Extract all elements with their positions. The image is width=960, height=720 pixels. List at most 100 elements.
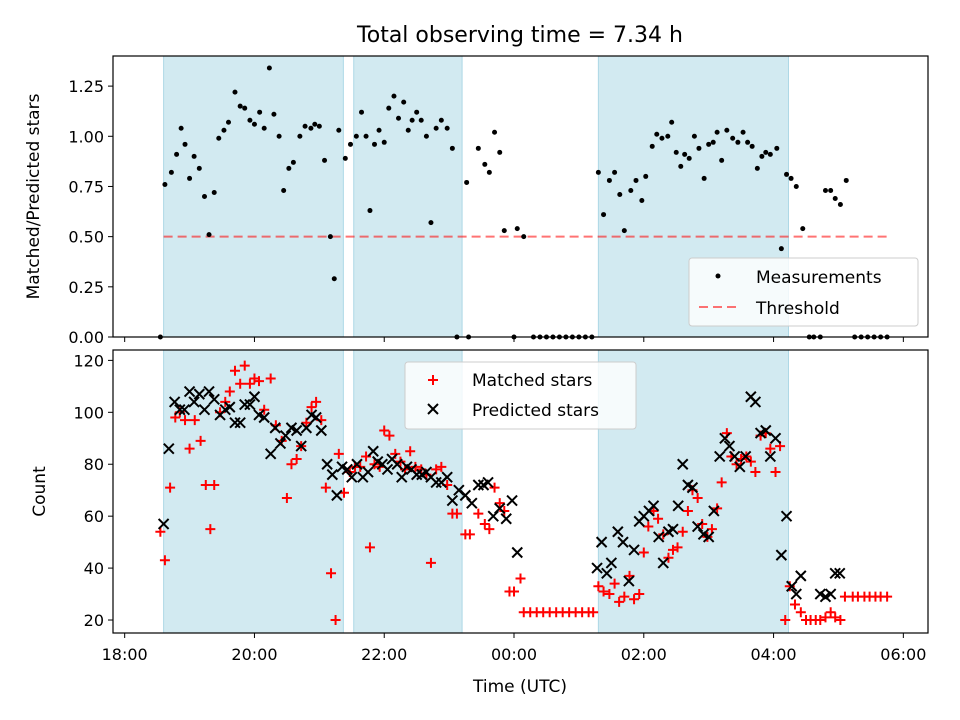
measurement-point	[286, 165, 292, 171]
matched-point	[379, 425, 390, 436]
predicted-point	[667, 523, 679, 535]
measurement-point	[696, 145, 702, 151]
measurement-point	[237, 103, 243, 109]
measurement-point	[514, 226, 520, 232]
matched-point	[306, 402, 317, 413]
measurement-point	[654, 131, 660, 137]
measurement-point	[449, 145, 455, 151]
predicted-point	[728, 450, 741, 463]
predicted-point	[248, 391, 261, 403]
matched-point	[494, 498, 505, 509]
measurement-point	[271, 111, 277, 117]
matched-point	[765, 443, 776, 454]
matched-point	[653, 513, 664, 524]
predicted-point	[482, 476, 494, 489]
measurement-point	[336, 127, 342, 133]
measurement-point	[178, 125, 184, 131]
measurement-point	[628, 187, 634, 193]
x-tick-label: 18:00	[102, 645, 148, 664]
predicted-point	[310, 411, 322, 424]
measurement-point	[386, 105, 392, 111]
matched-point	[619, 591, 630, 602]
matched-point	[795, 607, 806, 618]
matched-point	[789, 599, 800, 610]
measurement-point	[276, 133, 282, 139]
matched-point	[643, 521, 654, 532]
predicted-point	[234, 416, 246, 429]
predicted-point	[769, 432, 782, 444]
matched-point	[638, 547, 649, 558]
measurement-point	[714, 129, 720, 135]
predicted-point	[749, 396, 762, 408]
measurement-point	[216, 135, 222, 141]
predicted-point	[672, 500, 684, 512]
measurement-point	[405, 127, 411, 133]
matched-point	[209, 480, 220, 491]
predicted-point	[617, 536, 629, 548]
measurement-point	[302, 123, 308, 129]
predicted-point	[279, 429, 292, 442]
matched-point	[634, 589, 645, 600]
y-tick-label: 60	[84, 507, 104, 526]
measurement-point	[659, 135, 665, 141]
predicted-point	[739, 450, 752, 463]
predicted-point	[494, 502, 506, 515]
x-tick-label: 22:00	[361, 645, 407, 664]
y-tick-label: 80	[84, 455, 104, 474]
measurement-point	[168, 169, 174, 175]
measurement-point	[418, 117, 424, 123]
matched-point	[830, 612, 841, 623]
measurement-point	[740, 129, 746, 135]
predicted-point	[274, 437, 287, 450]
matched-point	[515, 573, 526, 584]
measurement-point	[367, 208, 373, 214]
measurement-point	[492, 129, 498, 135]
predicted-point	[224, 401, 236, 413]
predicted-point	[178, 404, 191, 416]
measurement-point	[682, 151, 688, 157]
predicted-point	[326, 468, 339, 481]
matched-point	[195, 435, 206, 446]
measurement-point	[414, 109, 420, 115]
measurement-point	[182, 141, 188, 147]
predicted-point	[244, 398, 256, 411]
measurement-point	[633, 177, 639, 183]
measurement-point	[691, 133, 697, 139]
matched-point	[259, 404, 270, 415]
predicted-point	[198, 404, 211, 416]
matched-point	[364, 542, 375, 553]
measurement-point	[828, 187, 834, 193]
predicted-point	[269, 422, 281, 434]
predicted-point	[300, 422, 313, 434]
measurement-point	[669, 119, 675, 125]
predicted-point	[795, 570, 807, 582]
matched-point	[425, 557, 436, 568]
predicted-point	[653, 531, 665, 543]
predicted-point	[157, 518, 170, 530]
ratio-panel: 0.00 0.25 0.50 0.75 1.00 1.25 Matched/Predicte…	[24, 55, 929, 347]
measurement-point	[261, 125, 267, 131]
measurement-point	[242, 105, 248, 111]
matched-point	[750, 467, 761, 478]
predicted-point	[391, 458, 403, 470]
matched-point	[780, 615, 791, 626]
matched-point	[253, 376, 264, 387]
y-tick-label: 100	[73, 403, 104, 422]
measurement-point	[409, 117, 415, 123]
measurement-point	[639, 198, 645, 204]
measurement-point	[423, 133, 429, 139]
measurement-point	[206, 232, 212, 238]
predicted-point	[764, 450, 777, 463]
predicted-point	[410, 468, 423, 481]
predicted-point	[341, 463, 353, 476]
matched-point	[609, 578, 620, 589]
measurement-point	[201, 194, 207, 199]
x-axis-label: Time (UTC)	[472, 677, 567, 697]
measurement-point	[376, 127, 382, 133]
predicted-point	[381, 463, 394, 476]
measurement-point	[308, 125, 314, 131]
matched-point	[745, 456, 756, 467]
predicted-point	[628, 544, 640, 556]
predicted-point	[351, 458, 363, 470]
x-tick-label: 20:00	[231, 645, 277, 664]
